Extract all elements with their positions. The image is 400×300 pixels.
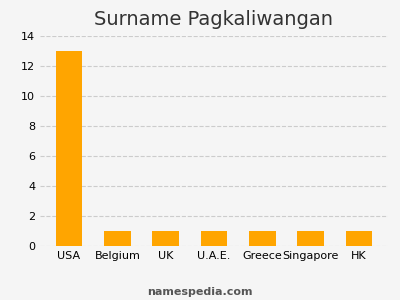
Bar: [152, 231, 179, 246]
Title: Surname Pagkaliwangan: Surname Pagkaliwangan: [94, 10, 334, 29]
Bar: [346, 231, 372, 246]
Bar: [56, 51, 82, 246]
Bar: [104, 231, 131, 246]
Text: namespedia.com: namespedia.com: [147, 287, 253, 297]
Bar: [249, 231, 276, 246]
Bar: [201, 231, 227, 246]
Bar: [297, 231, 324, 246]
